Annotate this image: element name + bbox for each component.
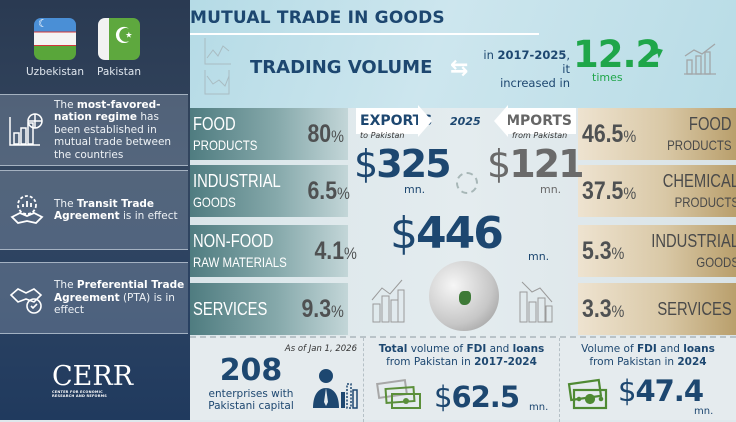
category-label: INDUSTRIAL GOODS [193, 170, 281, 210]
card-transit-trade: The Transit Trade Agreement is in effect [0, 170, 188, 250]
export-row: INDUSTRIAL GOODS 6.5% [190, 165, 350, 217]
card-text: The most-favored-nation regime has been … [54, 98, 172, 161]
fdi-year-title: Volume of FDI and loans from Pakistan in… [581, 343, 715, 368]
increase-text: in 2017-2025, it increased in [483, 48, 570, 90]
category-label: CHEMICAL PRODUCTS [662, 170, 736, 210]
flags: Uzbekistan Pakistan [26, 18, 141, 78]
import-row: 46.5% FOOD PRODUCTS [578, 108, 736, 160]
category-label: NON-FOOD RAW MATERIALS [193, 230, 287, 270]
trading-volume-label: TRADING VOLUME [250, 57, 433, 78]
globe-pakistan-icon [429, 261, 499, 331]
category-percent: 3.3% [582, 294, 625, 323]
bar-chart-trend-icon [684, 43, 716, 75]
total-trade-unit: mn. [528, 250, 550, 263]
uzbekistan-flag-icon [34, 18, 76, 60]
import-row: 3.3% SERVICES [578, 283, 736, 335]
bar-chart-up-icon [371, 279, 405, 323]
category-label: SERVICES [193, 299, 268, 319]
logo-subtitle: Research and Reforms [52, 394, 108, 398]
fdi-year-unit: mn. [694, 406, 714, 417]
import-row: 5.3% INDUSTRIAL GOODS [578, 225, 736, 277]
year-label: 2025 [450, 115, 481, 128]
fdi-total-unit: mn. [529, 402, 549, 413]
logo-text: CERR [52, 361, 134, 392]
fdi-total-cell: Total volume of FDI and loans from Pakis… [363, 338, 559, 422]
total-trade-value: $446 [390, 208, 504, 259]
enterprises-label: enterprises with Pakistani capital [208, 388, 294, 412]
category-percent: 37.5% [582, 176, 637, 205]
imports-value: $121 [487, 142, 585, 186]
exports-value: $325 [354, 142, 452, 186]
flag-label: Pakistan [97, 66, 141, 78]
export-row: NON-FOOD RAW MATERIALS 4.1% [190, 225, 357, 277]
pakistan-flag-icon [98, 18, 140, 60]
card-mfn-regime: The most-favored-nation regime has been … [0, 94, 188, 166]
enterprises-count: 208 [219, 353, 283, 388]
flag-pakistan: Pakistan [97, 18, 141, 78]
category-percent: 5.3% [582, 236, 625, 265]
export-row: SERVICES 9.3% [190, 283, 348, 335]
category-percent: 6.5% [307, 176, 350, 205]
globe-bar-chart-icon [6, 109, 48, 151]
imports-sub: from Pakistan [512, 131, 568, 140]
card-preferential-trade: The Preferential Trade Agreement (PTA) i… [0, 262, 188, 334]
header: MUTUAL TRADE IN GOODS TRADING VOLUME ⇆ i… [190, 0, 736, 108]
sidebar: Uzbekistan Pakistan The most-favored-nat… [0, 0, 190, 420]
import-row: 37.5% CHEMICAL PRODUCTS [578, 165, 736, 217]
imports-unit: mn. [540, 183, 562, 196]
increase-multiplier: 12.2 [573, 33, 661, 76]
category-percent: 9.3% [301, 294, 344, 323]
flag-uzbekistan: Uzbekistan [26, 18, 84, 78]
category-label: SERVICES [657, 299, 732, 319]
category-label: FOOD PRODUCTS [193, 113, 258, 153]
page-title: MUTUAL TRADE IN GOODS [190, 8, 445, 28]
enterprises-cell: As of Jan 1, 2026 208 enterprises with Pa… [190, 338, 363, 422]
line-chart-icon [204, 38, 231, 95]
trade-breakdown: FOOD PRODUCTS 80% INDUSTRIAL GOODS 6.5% NO… [190, 105, 736, 336]
fdi-total-title: Total volume of FDI and loans from Pakis… [378, 343, 545, 368]
category-percent: 46.5% [582, 119, 637, 148]
fdi-year-value: $47.4 [618, 374, 704, 408]
multiplier-unit: times [592, 71, 623, 84]
card-text: The Transit Trade Agreement is in effect [54, 197, 178, 223]
banknotes-icon [567, 378, 608, 410]
logo-subtitle: Center for Economic [52, 390, 103, 394]
globe-gear-icon [456, 172, 478, 194]
export-row: FOOD PRODUCTS 80% [190, 108, 348, 160]
category-label: FOOD PRODUCTS [667, 113, 732, 153]
fdi-total-value: $62.5 [434, 380, 520, 414]
investment-panel: As of Jan 1, 2026 208 enterprises with Pa… [190, 336, 736, 422]
cerr-logo: CERR Center for Economic Research and Re… [52, 363, 133, 398]
bar-chart-down-icon [519, 281, 553, 323]
exports-arrow-label: EXPORTS [356, 105, 432, 137]
exports-unit: mn. [404, 183, 426, 196]
category-percent: 80% [307, 119, 344, 148]
fdi-year-cell: Volume of FDI and loans from Pakistan in… [559, 338, 736, 422]
exports-sub: to Pakistan [360, 131, 405, 140]
swap-arrows-icon: ⇆ [450, 56, 469, 81]
banknotes-icon [376, 378, 421, 409]
title-divider [190, 33, 539, 35]
flag-label: Uzbekistan [26, 66, 84, 78]
category-label: INDUSTRIAL GOODS [651, 230, 736, 270]
as-of-date: As of Jan 1, 2026 [284, 344, 357, 354]
category-percent: 4.1% [314, 236, 358, 265]
gear-handshake-icon [6, 189, 48, 231]
card-text: The Preferential Trade Agreement (PTA) i… [54, 279, 185, 317]
handshake-check-icon [6, 277, 48, 319]
imports-arrow-label: IMPORTS [494, 105, 576, 137]
businessman-chart-icon [313, 369, 358, 409]
